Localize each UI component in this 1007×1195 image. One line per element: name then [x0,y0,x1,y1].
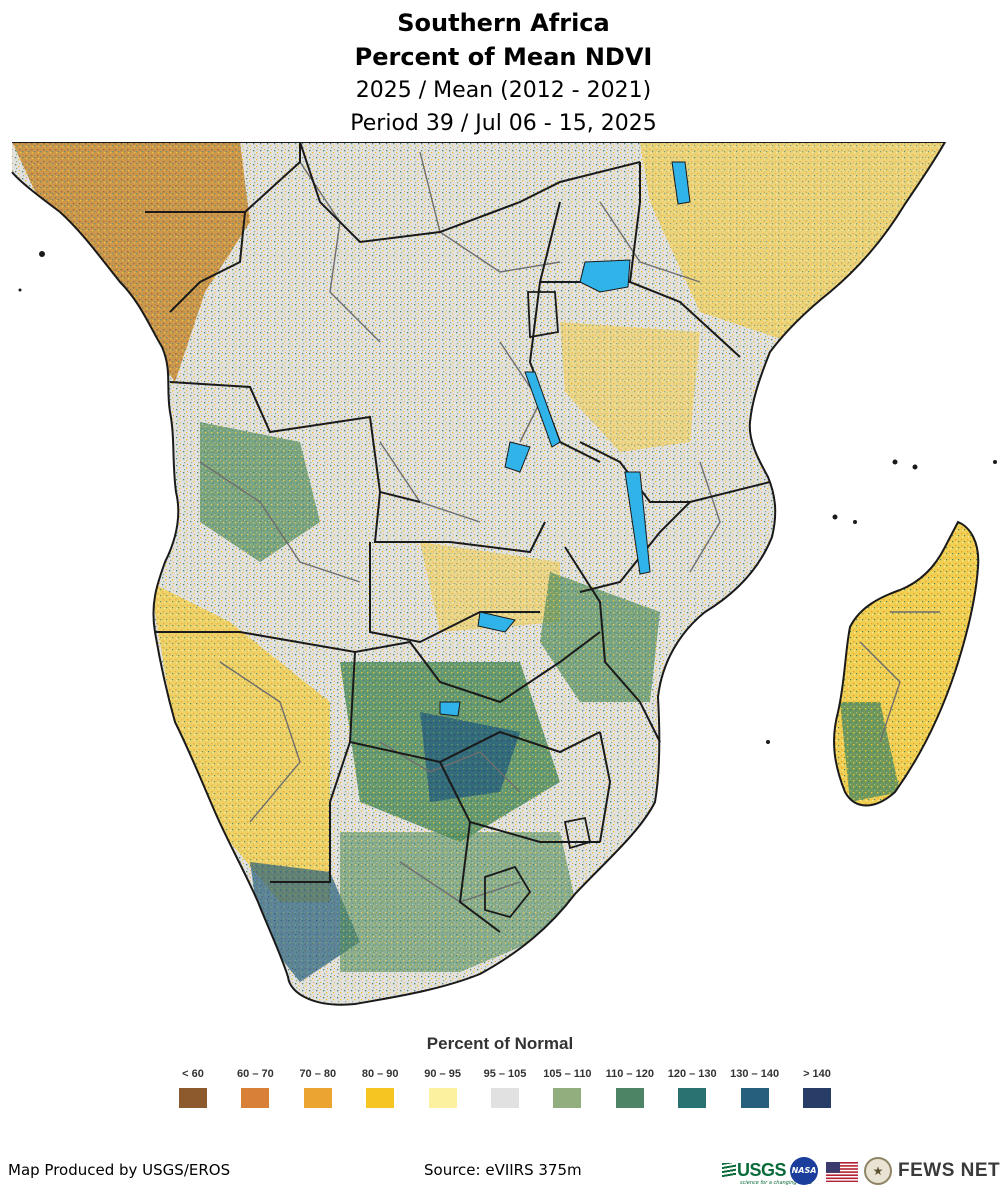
legend-label: 95 – 105 [483,1068,527,1080]
data-source: Source: eVIIRS 375m [424,1161,582,1179]
lesotho-border [484,865,532,919]
legend-label: 70 – 80 [299,1068,337,1080]
legend-swatch [678,1088,707,1108]
island-dot [912,464,918,470]
usgs-tagline: science for a changing world [740,1180,812,1186]
island-dot [832,514,838,520]
map-title-region: Southern Africa [397,9,610,37]
island-dot [993,460,997,464]
legend-item: > 140 [786,1068,848,1108]
state-department-seal-icon: ★ [864,1157,892,1185]
island-dot [766,740,770,744]
legend-swatch [615,1088,644,1108]
legend-label: 80 – 90 [361,1068,399,1080]
legend-swatch [491,1088,519,1108]
legend-item: 110 – 120 [599,1068,661,1108]
legend-swatch [740,1088,769,1108]
okavango-delta [439,701,461,717]
legend-label: > 140 [803,1068,831,1080]
partner-logos: USGS science for a changing world NASA ★… [722,1154,1002,1188]
us-flag-icon [826,1162,858,1182]
lake-victoria [579,259,631,293]
mainland-ndvi-layer [12,142,945,1005]
lake-turkana [671,161,691,205]
legend-item: 90 – 95 [412,1068,474,1108]
map-title-block: Southern Africa Percent of Mean NDVI 202… [0,6,1007,140]
legend-label: 105 – 110 [543,1068,592,1080]
legend-label: 120 – 130 [667,1068,717,1080]
enclave-borders [484,291,592,919]
island-dot [892,459,898,465]
island-dot [39,251,45,257]
lake-mweru [504,441,531,473]
eswatini-border [563,816,592,850]
map-title-product: Percent of Mean NDVI [354,43,653,71]
legend-swatch [179,1088,207,1108]
lake-tanganyika [524,371,561,448]
map-subtitle-comparison: 2025 / Mean (2012 - 2021) [355,78,652,103]
nasa-logo: NASA [790,1157,818,1185]
legend-label: 110 – 120 [605,1068,654,1080]
legend-swatch [553,1088,582,1108]
legend-label: 90 – 95 [424,1068,461,1080]
legend-item: 130 – 140 [724,1068,786,1108]
legend-label: 130 – 140 [730,1068,780,1080]
legend-swatch [303,1088,332,1108]
madagascar-coastline [833,520,980,807]
legend-item: 80 – 90 [349,1068,411,1108]
usgs-wave-icon [722,1163,736,1177]
admin-boundaries [199,151,940,903]
map-subtitle-period: Period 39 / Jul 06 - 15, 2025 [350,111,657,136]
usgs-logo-text: USGS [737,1160,787,1180]
legend-item: 60 – 70 [224,1068,286,1108]
water-bodies [439,161,691,717]
mainland-coastline [11,142,947,1006]
legend-label: < 60 [182,1068,204,1080]
island-dot [853,520,857,524]
rwanda-burundi-border [527,291,559,339]
islands [18,251,997,744]
ndvi-map [11,142,997,1006]
legend-item: 120 – 130 [661,1068,723,1108]
legend-item: < 60 [162,1068,224,1108]
legend-title: Percent of Normal [426,1034,574,1053]
lake-kariba [477,611,516,633]
country-borders [145,142,771,933]
legend-swatch [366,1088,395,1108]
lake-malawi [624,471,651,575]
legend-swatch [803,1088,831,1108]
legend-item: 95 – 105 [474,1068,536,1108]
legend: < 60 60 – 70 70 – 80 80 – 90 90 – 95 95 – 105… [0,1068,1007,1114]
island-dot [18,288,22,292]
usgs-logo: USGS [722,1160,787,1181]
map-credit: Map Produced by USGS/EROS [8,1161,231,1179]
legend-item: 70 – 80 [287,1068,349,1108]
legend-swatch [241,1088,270,1108]
legend-swatch [428,1088,457,1108]
legend-label: 60 – 70 [237,1068,274,1080]
fews-net-logo: FEWS NET [898,1160,1001,1181]
legend-item: 105 – 110 [536,1068,598,1108]
